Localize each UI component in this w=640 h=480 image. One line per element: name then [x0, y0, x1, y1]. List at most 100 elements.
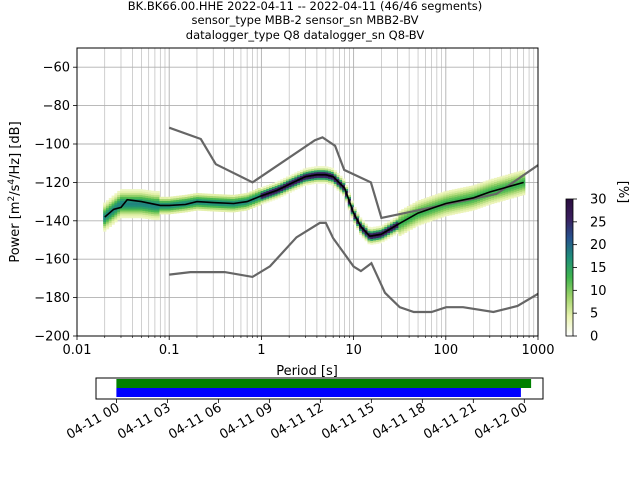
density-cell	[271, 184, 276, 188]
density-cell	[128, 216, 132, 219]
chart-title-line-1: BK.BK66.00.HHE 2022-04-11 -- 2022-04-11 …	[128, 0, 482, 13]
density-cell	[274, 185, 278, 188]
density-cell	[443, 204, 447, 207]
density-cell	[522, 175, 526, 178]
density-cell	[193, 208, 197, 211]
density-cell	[479, 192, 484, 195]
density-cell	[207, 199, 211, 202]
density-cell	[415, 218, 419, 221]
density-cell	[378, 225, 382, 228]
density-cell	[103, 212, 107, 215]
density-cell	[336, 174, 340, 178]
density-cell	[148, 194, 152, 197]
density-cell	[420, 212, 425, 215]
chart-title-line-2: sensor_type MBB-2 sensor_sn MBB2-BV	[192, 13, 419, 27]
density-cell	[277, 196, 281, 199]
density-cell	[344, 186, 349, 189]
density-cell	[359, 230, 363, 234]
density-cell	[347, 194, 351, 197]
density-cell	[224, 204, 228, 207]
density-cell	[120, 191, 124, 194]
density-cell	[179, 197, 183, 200]
density-cell	[440, 211, 444, 214]
density-cell	[449, 191, 453, 195]
density-cell	[134, 204, 138, 207]
density-cell	[117, 215, 121, 219]
density-cell	[342, 182, 346, 185]
density-cell	[145, 193, 149, 196]
density-cell	[336, 188, 340, 191]
density-cell	[184, 200, 188, 203]
density-cell	[463, 196, 467, 199]
density-cell	[328, 180, 332, 183]
density-cell	[367, 232, 371, 235]
density-cell	[460, 206, 464, 210]
density-cell	[122, 196, 127, 200]
density-cell	[378, 235, 382, 238]
density-cell	[356, 214, 360, 217]
density-cell	[108, 207, 112, 210]
density-cell	[502, 183, 506, 186]
density-cell	[131, 192, 135, 196]
density-cell	[150, 204, 155, 207]
density-cell	[142, 193, 146, 196]
density-cell	[508, 175, 512, 179]
density-cell	[471, 198, 475, 202]
density-cell	[105, 211, 110, 214]
density-cell	[285, 186, 290, 189]
density-cell	[162, 202, 166, 205]
time-tick-label: 04-11 03	[115, 400, 173, 442]
density-cell	[162, 198, 166, 201]
y-axis-label: Power [m2/s4/Hz] [dB]	[7, 121, 23, 262]
density-cell	[291, 173, 295, 177]
density-cell	[437, 214, 441, 217]
density-cell	[398, 214, 402, 217]
density-cell	[330, 183, 335, 186]
density-cell	[232, 204, 236, 207]
density-cell	[105, 217, 110, 220]
density-cell	[159, 208, 163, 211]
density-cell	[285, 178, 290, 181]
density-cell	[423, 198, 427, 201]
density-cell	[471, 206, 475, 209]
density-cell	[375, 237, 380, 240]
density-cell	[359, 223, 363, 226]
density-cell	[488, 192, 492, 196]
density-cell	[125, 200, 129, 203]
density-cell	[398, 218, 402, 221]
density-cell	[285, 189, 290, 193]
density-cell	[260, 192, 264, 195]
density-cell	[330, 173, 335, 176]
density-cell	[201, 206, 205, 209]
density-cell	[404, 209, 408, 212]
density-cell	[128, 189, 132, 192]
density-cell	[508, 173, 512, 177]
density-cell	[429, 196, 433, 199]
density-cell	[111, 205, 115, 208]
density-cell	[139, 192, 143, 196]
density-cell	[111, 214, 115, 217]
density-cell	[519, 178, 523, 181]
density-cell	[474, 199, 478, 203]
density-cell	[375, 235, 380, 239]
density-cell	[179, 199, 183, 202]
density-cell	[426, 218, 430, 221]
density-cell	[471, 202, 475, 205]
y-axis-ticks: −200−180−160−140−120−100−80−60	[34, 61, 77, 345]
density-cell	[499, 195, 503, 198]
density-cell	[193, 204, 197, 208]
density-cell	[193, 197, 197, 200]
density-cell	[150, 200, 155, 203]
density-cell	[353, 216, 357, 219]
density-cell	[513, 178, 517, 181]
density-cell	[150, 194, 155, 197]
density-cell	[319, 177, 323, 180]
density-cell	[131, 202, 135, 205]
density-cell	[342, 188, 346, 191]
density-cell	[457, 201, 461, 204]
density-cell	[153, 217, 157, 221]
density-cell	[339, 175, 343, 179]
density-cell	[125, 212, 129, 215]
density-cell	[440, 196, 444, 199]
density-cell	[153, 214, 157, 217]
